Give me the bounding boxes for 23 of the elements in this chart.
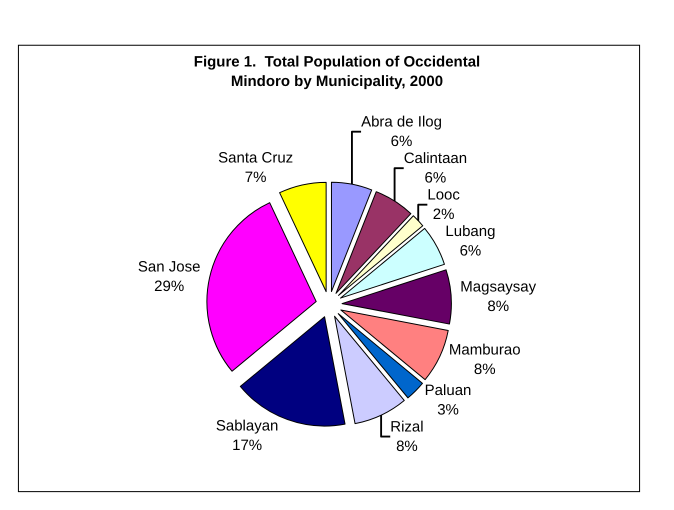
- chart-title: Figure 1. Total Population of Occidental Mindoro by Municipality, 2000: [194, 53, 480, 90]
- slice-label: Sablayan: [216, 417, 278, 434]
- data-label: 6%: [390, 132, 412, 150]
- data-label: 6%: [424, 169, 446, 186]
- slice-label: Rizal: [390, 418, 424, 436]
- slice-label: Magsaysay: [460, 278, 537, 296]
- data-label: 2%: [432, 206, 454, 223]
- slice-label: Santa Cruz: [218, 149, 294, 166]
- slice-label: Calintaan: [404, 150, 468, 167]
- data-label: 6%: [460, 242, 482, 260]
- slice-label: Lubang: [445, 222, 496, 240]
- data-label: 8%: [487, 298, 510, 315]
- data-label: 17%: [232, 436, 262, 454]
- data-label: 29%: [154, 278, 184, 296]
- slice-label: Looc: [427, 186, 460, 204]
- slice-label: San Jose: [138, 258, 200, 276]
- data-label: 8%: [396, 438, 418, 455]
- data-label: 7%: [244, 168, 266, 186]
- data-label: 3%: [437, 401, 459, 418]
- slice-label: Abra de Ilog: [361, 113, 442, 130]
- slice-label: Mamburao: [448, 342, 521, 359]
- data-label: 8%: [474, 361, 496, 378]
- slice-label: Paluan: [424, 382, 472, 399]
